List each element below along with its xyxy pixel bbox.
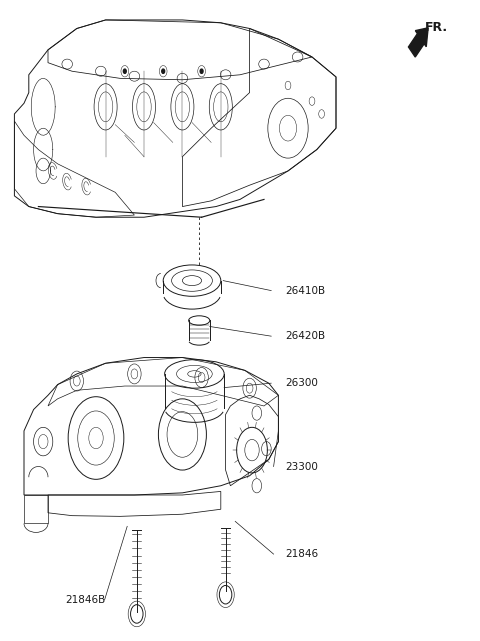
Text: FR.: FR.	[425, 21, 448, 34]
Text: 26300: 26300	[286, 378, 318, 388]
Text: 21846: 21846	[286, 549, 319, 559]
FancyArrow shape	[408, 28, 428, 57]
Text: 21846B: 21846B	[65, 595, 105, 604]
Text: 23300: 23300	[286, 462, 318, 472]
Circle shape	[200, 69, 203, 73]
Circle shape	[162, 69, 165, 73]
Text: 26420B: 26420B	[286, 331, 326, 341]
Text: 26410B: 26410B	[286, 286, 326, 296]
Circle shape	[123, 69, 126, 73]
